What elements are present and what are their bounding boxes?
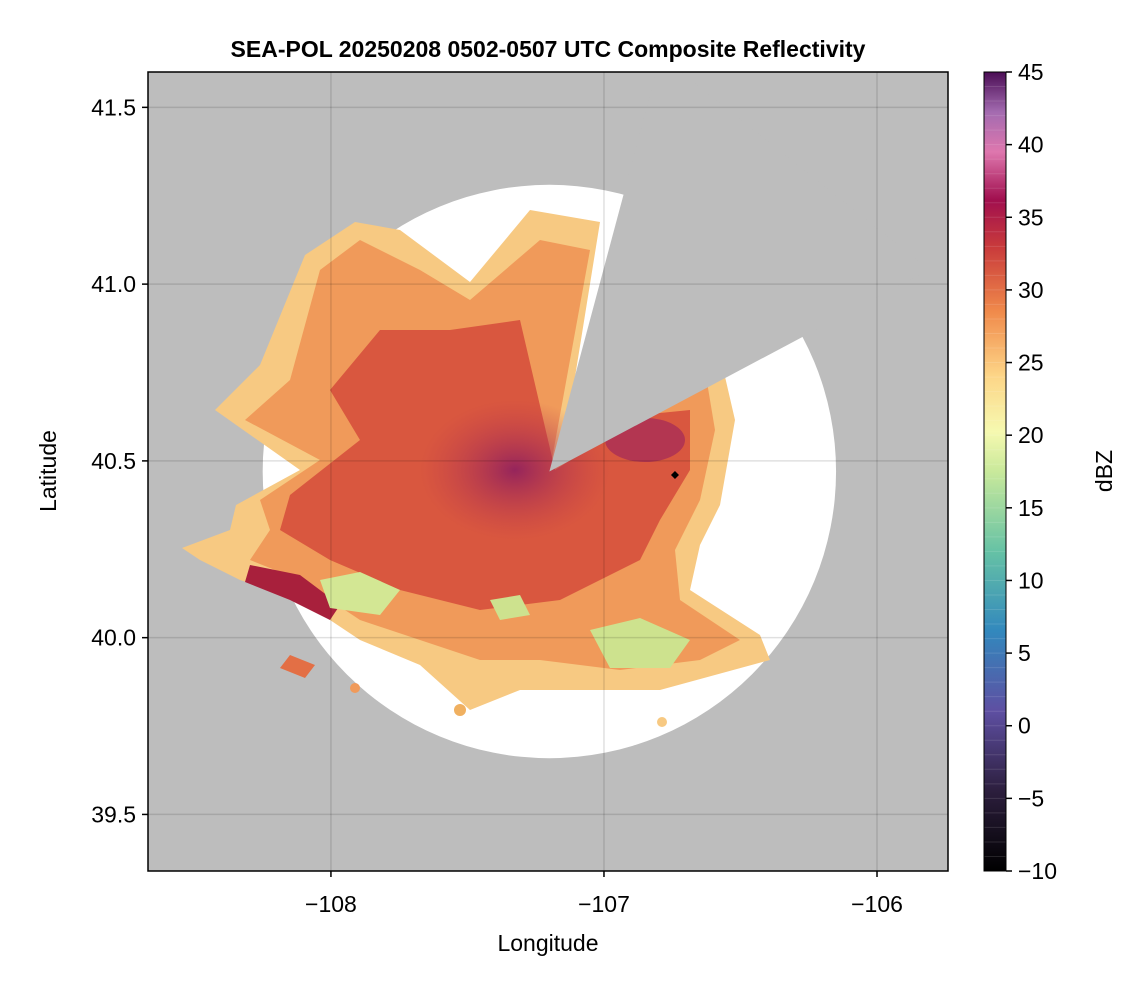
reflectivity-echoes (182, 210, 770, 727)
colorbar-tick-label: 5 (1018, 640, 1031, 666)
echo-light-west (320, 572, 400, 615)
colorbar-ticks: −10 −5 0 5 10 15 20 25 30 35 40 45 (1006, 59, 1057, 884)
echo-southwest-band (245, 565, 340, 620)
y-tick-label: 41.5 (91, 94, 136, 120)
y-axis: 39.5 40.0 40.5 41.0 41.5 (91, 94, 148, 827)
colorbar-tick-label: 35 (1018, 204, 1044, 230)
plot-area (147, 71, 949, 872)
x-axis: −108 −107 −106 (305, 871, 903, 917)
y-tick-label: 39.5 (91, 801, 136, 827)
plot-frame (147, 71, 949, 872)
chart-title: SEA-POL 20250208 0502-0507 UTC Composite… (231, 36, 866, 62)
echo-speck (350, 683, 360, 693)
y-axis-label: Latitude (35, 430, 61, 512)
colorbar-tick-label: −5 (1018, 785, 1044, 811)
gridlines (148, 72, 948, 871)
colorbar-label: dBZ (1091, 450, 1117, 492)
colorbar-tick-label: 10 (1018, 567, 1044, 593)
colorbar-tick-label: −10 (1018, 858, 1057, 884)
echo-small-cell (280, 655, 315, 678)
colorbar-level-lines (984, 86, 1006, 857)
colorbar-tick-label: 25 (1018, 350, 1044, 376)
x-tick-label: −106 (851, 891, 903, 917)
y-tick-label: 41.0 (91, 271, 136, 297)
colorbar-frame (983, 71, 1007, 872)
colorbar-gradient (984, 72, 1006, 871)
echo-speck (657, 717, 667, 727)
colorbar: −10 −5 0 5 10 15 20 25 30 35 40 45 dBZ (983, 59, 1117, 884)
y-tick-label: 40.0 (91, 625, 136, 651)
x-tick-label: −108 (305, 891, 357, 917)
colorbar-tick-label: 40 (1018, 132, 1044, 158)
site-marker (670, 471, 679, 480)
x-axis-label: Longitude (497, 930, 598, 956)
colorbar-tick-label: 15 (1018, 495, 1044, 521)
colorbar-tick-label: 45 (1018, 59, 1044, 85)
y-tick-label: 40.5 (91, 448, 136, 474)
colorbar-tick-label: 30 (1018, 277, 1044, 303)
echo-light-south (590, 618, 690, 668)
x-tick-label: −107 (578, 891, 630, 917)
echo-light-center (490, 595, 530, 620)
blocked-sector (549, 72, 930, 472)
colorbar-tick-label: 0 (1018, 713, 1031, 739)
echo-speck (454, 704, 466, 716)
colorbar-tick-label: 20 (1018, 422, 1044, 448)
